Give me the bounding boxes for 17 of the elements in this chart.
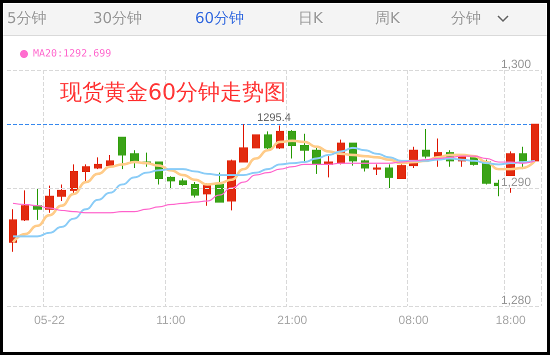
text: 周K [375, 9, 400, 28]
ref-line-label: 1295.4 [257, 112, 291, 124]
y-tick-label: 1,300 [500, 57, 532, 71]
x-tick-label: 08:00 [398, 313, 429, 327]
text: 30分钟 [93, 9, 142, 28]
y-tick-label: 1,280 [500, 293, 532, 307]
x-tick-label: 18:00 [496, 313, 526, 327]
text: 现货黄金60分钟走势图 [60, 80, 286, 106]
text: 60分钟 [195, 9, 244, 28]
x-tick-label: 11:00 [156, 313, 186, 327]
x-tick-label: 21:00 [277, 313, 308, 327]
x-tick-label: 05-22 [34, 313, 66, 327]
y-tick-label: 1,290 [500, 175, 532, 189]
text: 日K [298, 9, 323, 28]
text: 5分钟 [7, 9, 47, 28]
legend-label: MA20:1292.699 [33, 48, 112, 60]
text: 分钟 [451, 9, 481, 28]
